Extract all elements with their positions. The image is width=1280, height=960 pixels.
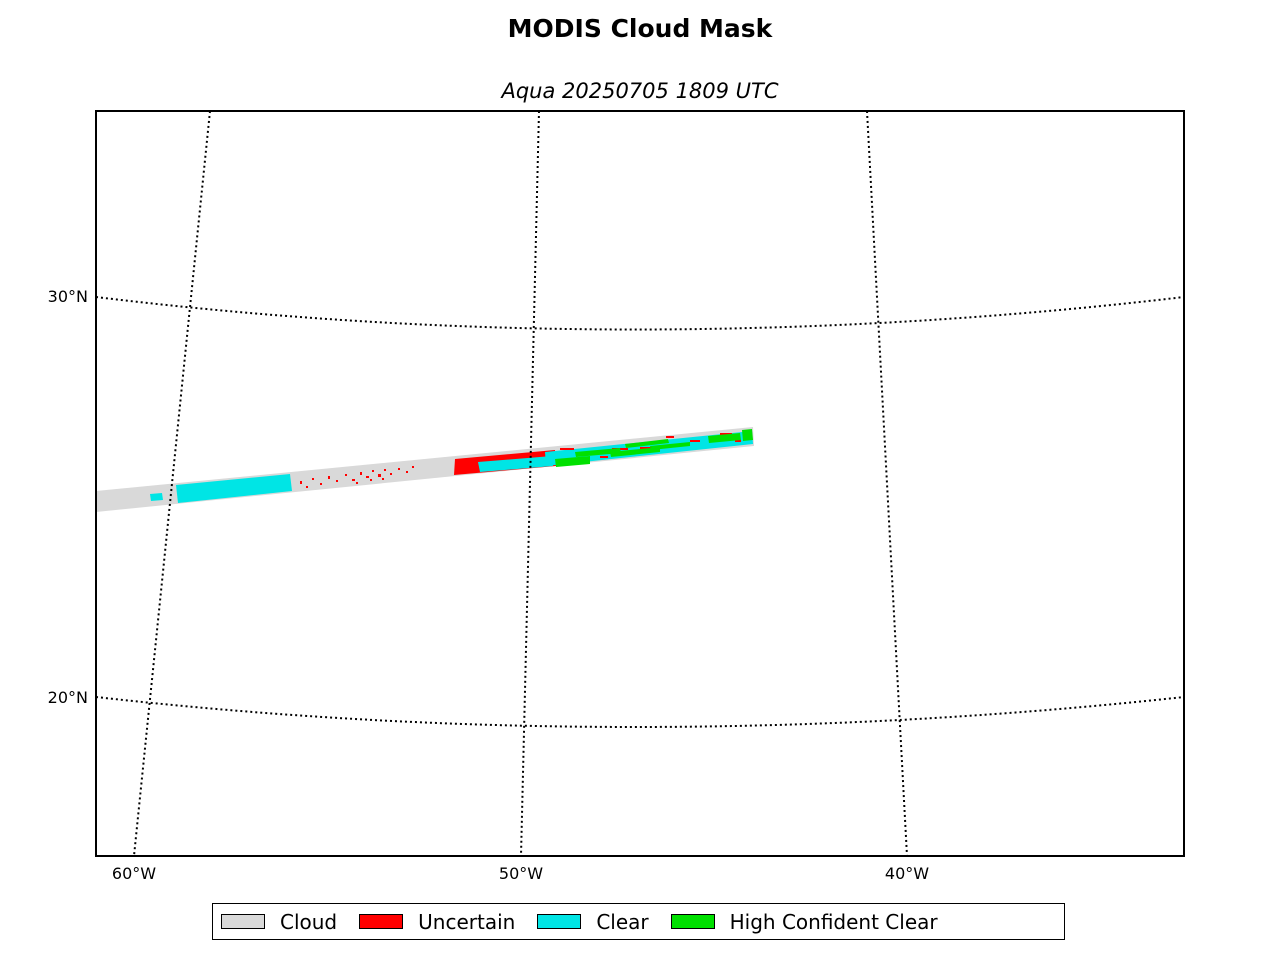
legend-item-cloud: Cloud: [221, 910, 337, 934]
map-subtitle: Aqua 20250705 1809 UTC: [501, 79, 779, 103]
legend-label-clear: Clear: [596, 909, 649, 934]
legend-label-uncertain: Uncertain: [418, 909, 516, 934]
lon-label-50w: 50°W: [498, 864, 544, 883]
legend-swatch-uncertain: [359, 914, 404, 929]
graticule-lon-50w: [520, 111, 540, 856]
legend-item-high-confident-clear: High Confident Clear: [670, 909, 938, 934]
legend-swatch-clear: [537, 914, 582, 929]
legend-swatch-cloud: [221, 914, 265, 929]
graticule-lat-20n: [96, 696, 1184, 728]
swath-uncertain-speckles-west: [300, 466, 414, 488]
swath-clear-region-center: [478, 456, 553, 472]
lat-label-20n: 20°N: [47, 688, 88, 707]
legend: Cloud Uncertain Clear High Confident Cle…: [212, 903, 1065, 940]
legend-label-cloud: Cloud: [280, 909, 338, 934]
legend-item-clear: Clear: [537, 909, 649, 934]
legend-item-uncertain: Uncertain: [359, 910, 515, 934]
swath-clear-region-west: [176, 474, 292, 503]
graticule-lat-30n: [96, 296, 1184, 331]
swath-high-confident-clear-region: [555, 429, 753, 467]
lon-label-60w: 60°W: [111, 864, 157, 883]
map-title: MODIS Cloud Mask: [507, 14, 773, 43]
lon-label-40w: 40°W: [884, 864, 930, 883]
legend-swatch-high-confident-clear: [670, 914, 715, 929]
swath-clear-speck: [150, 493, 163, 501]
lat-label-30n: 30°N: [47, 287, 88, 306]
legend-label-high-confident-clear: High Confident Clear: [729, 909, 938, 934]
graticule-lon-40w: [866, 111, 908, 856]
map-frame: [95, 110, 1185, 857]
